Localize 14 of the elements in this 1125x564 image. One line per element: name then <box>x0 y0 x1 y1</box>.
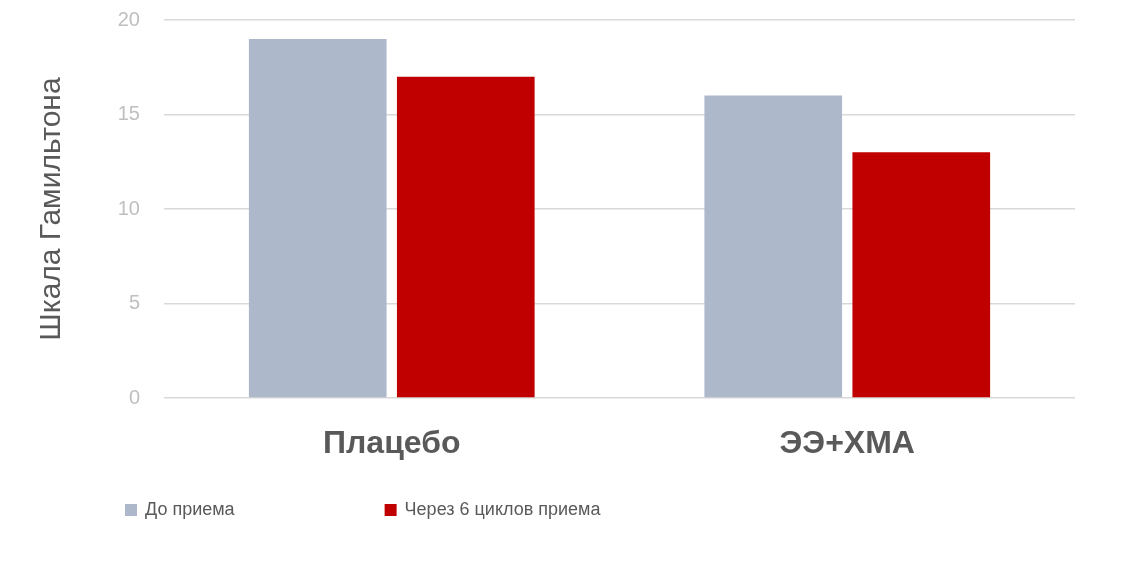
y-tick-label: 5 <box>128 291 140 314</box>
x-tick-label: ЭЭ+ХМА <box>779 424 915 461</box>
bar <box>704 95 843 398</box>
y-tick-label: 10 <box>117 196 140 219</box>
y-tick-label: 15 <box>117 102 140 125</box>
y-tick-label: 20 <box>117 7 140 30</box>
legend-label: До приема <box>145 498 236 519</box>
bar <box>248 38 387 398</box>
x-tick-label: Плацебо <box>323 424 461 461</box>
legend-label: Через 6 циклов приема <box>404 498 602 519</box>
bar <box>396 76 535 398</box>
y-tick-label: 0 <box>128 385 140 408</box>
bar <box>852 152 991 398</box>
y-axis-title: Шкала Гамильтона <box>33 77 67 341</box>
